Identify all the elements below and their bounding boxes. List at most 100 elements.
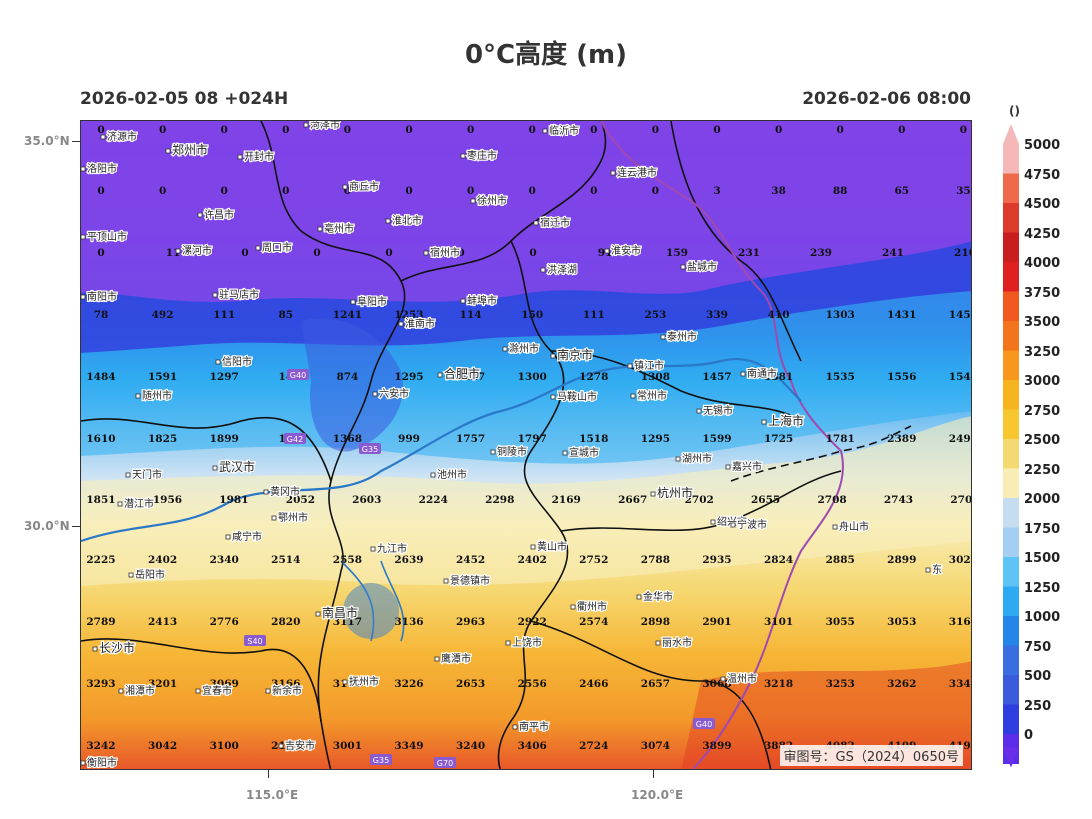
- city-marker[interactable]: 马鞍山市: [550, 389, 598, 404]
- city-marker[interactable]: 六安市: [372, 386, 410, 401]
- city-marker[interactable]: 绍兴市: [710, 514, 748, 529]
- city-marker[interactable]: 上饶市: [505, 635, 543, 650]
- grid-value-label: 1458: [949, 309, 972, 321]
- grid-value-label: 0: [467, 185, 474, 197]
- grid-value-label: 0: [457, 247, 464, 259]
- grid-value-label: 2708: [817, 494, 846, 506]
- city-marker[interactable]: 临沂市: [542, 123, 580, 138]
- city-marker[interactable]: 济源市: [100, 129, 138, 144]
- city-marker[interactable]: 潜江市: [117, 496, 155, 511]
- city-marker[interactable]: 徐州市: [470, 193, 508, 208]
- city-marker[interactable]: 周口市: [255, 240, 293, 255]
- city-marker[interactable]: 合肥市: [437, 365, 481, 382]
- coastline-dashed: [730, 425, 912, 482]
- city-marker[interactable]: 南京市: [550, 346, 594, 363]
- city-marker[interactable]: 南通市: [740, 366, 778, 381]
- city-marker[interactable]: 衡阳市: [81, 755, 118, 769]
- city-marker[interactable]: 泰州市: [660, 329, 698, 344]
- city-marker[interactable]: 许昌市: [197, 207, 235, 222]
- city-marker[interactable]: 淮安市: [604, 243, 642, 258]
- city-marker[interactable]: 温州市: [720, 671, 758, 686]
- city-label: 洛阳市: [87, 162, 117, 175]
- city-marker[interactable]: 南昌市: [315, 604, 359, 621]
- city-marker[interactable]: 黄山市: [530, 539, 568, 554]
- city-marker[interactable]: 枣庄市: [460, 148, 498, 163]
- city-label: 宿迁市: [540, 216, 570, 229]
- city-marker[interactable]: 盐城市: [680, 259, 718, 274]
- city-marker[interactable]: 岳阳市: [128, 567, 166, 582]
- grid-value-label: 3053: [887, 616, 916, 628]
- city-marker[interactable]: 菏泽市: [303, 121, 341, 132]
- city-marker[interactable]: 信阳市: [215, 354, 253, 369]
- city-marker[interactable]: 亳州市: [317, 221, 355, 236]
- city-marker[interactable]: 武汉市: [212, 458, 256, 475]
- city-marker[interactable]: 鹰潭市: [434, 651, 472, 666]
- city-label: 潜江市: [124, 497, 154, 510]
- city-marker[interactable]: 连云港市: [610, 165, 658, 180]
- road-label: G42: [284, 433, 306, 444]
- city-marker[interactable]: 淮北市: [385, 213, 423, 228]
- city-marker[interactable]: 鄂州市: [271, 510, 309, 525]
- city-marker[interactable]: 长沙市: [92, 639, 136, 656]
- city-marker[interactable]: 衢州市: [570, 599, 608, 614]
- city-marker[interactable]: 南平市: [512, 719, 550, 734]
- city-marker[interactable]: 嘉兴市: [725, 459, 763, 474]
- city-marker[interactable]: 滁州市: [502, 341, 540, 356]
- grid-value-label: 2340: [210, 554, 239, 566]
- city-marker[interactable]: 宿迁市: [533, 215, 571, 230]
- city-marker[interactable]: 宣城市: [562, 445, 600, 460]
- city-marker[interactable]: 洛阳市: [81, 161, 118, 176]
- city-dot: [460, 153, 466, 159]
- road-label: G35: [370, 754, 392, 765]
- city-marker[interactable]: 金华市: [636, 589, 674, 604]
- grid-value-label: 0: [775, 124, 782, 136]
- city-marker[interactable]: 商丘市: [342, 179, 380, 194]
- city-marker[interactable]: 平顶山市: [81, 229, 128, 244]
- grid-value-label: 2885: [826, 554, 855, 566]
- city-dot: [263, 489, 269, 495]
- city-marker[interactable]: 上海市: [761, 412, 805, 429]
- city-marker[interactable]: 无锡市: [696, 403, 734, 418]
- city-marker[interactable]: 丽水市: [655, 635, 693, 650]
- city-marker[interactable]: 淮南市: [398, 316, 436, 331]
- city-marker[interactable]: 驻马店市: [212, 287, 260, 302]
- city-marker[interactable]: 随州市: [135, 388, 173, 403]
- map-panel[interactable]: 0 0 0 0 0 0 0 0 0 0 0 0 0 0 0 0 0 0 0 0 0 0 0 0 0 3 38 88 65 35 0 11 0 0 0…: [80, 120, 972, 770]
- grid-value-label: 1610: [86, 433, 115, 445]
- city-marker[interactable]: 宜春市: [195, 683, 233, 698]
- city-marker[interactable]: 新余市: [265, 683, 303, 698]
- city-marker[interactable]: 南阳市: [81, 289, 118, 304]
- city-label: 上饶市: [512, 636, 542, 649]
- city-marker[interactable]: 吉安市: [278, 738, 316, 753]
- city-marker[interactable]: 景德镇市: [443, 573, 491, 588]
- grid-value-label: 85: [278, 309, 293, 321]
- city-marker[interactable]: 阜阳市: [350, 294, 388, 309]
- city-marker[interactable]: 天门市: [125, 467, 163, 482]
- city-marker[interactable]: 宁波市: [730, 517, 768, 532]
- city-marker[interactable]: 常州市: [630, 388, 668, 403]
- city-marker[interactable]: 咸宁市: [225, 529, 263, 544]
- city-marker[interactable]: 湘潭市: [118, 683, 156, 698]
- city-marker[interactable]: 东: [925, 562, 943, 577]
- city-marker[interactable]: 抚州市: [342, 674, 380, 689]
- city-marker[interactable]: 开封市: [237, 149, 275, 164]
- city-marker[interactable]: 镇江市: [627, 358, 665, 373]
- city-marker[interactable]: 九江市: [370, 541, 408, 556]
- city-marker[interactable]: 郑州市: [165, 141, 209, 158]
- city-marker[interactable]: 湖州市: [675, 451, 713, 466]
- city-marker[interactable]: 漯河市: [175, 243, 213, 258]
- city-marker[interactable]: 黄冈市: [263, 484, 301, 499]
- city-label: 武汉市: [219, 459, 255, 474]
- city-marker[interactable]: 蚌埠市: [460, 293, 498, 308]
- city-marker[interactable]: 铜陵市: [490, 444, 528, 459]
- city-label: 盐城市: [687, 260, 717, 273]
- grid-value-label: 231: [738, 247, 760, 259]
- grid-value-label: 2899: [887, 554, 916, 566]
- grid-value-label: 3218: [764, 678, 793, 690]
- city-label: 黄山市: [537, 540, 567, 553]
- city-marker[interactable]: 杭州市: [650, 484, 694, 501]
- city-marker[interactable]: 池州市: [430, 467, 468, 482]
- city-marker[interactable]: 舟山市: [832, 519, 870, 534]
- city-marker[interactable]: 洪泽湖: [540, 263, 578, 277]
- city-marker[interactable]: 宿州市: [423, 245, 461, 260]
